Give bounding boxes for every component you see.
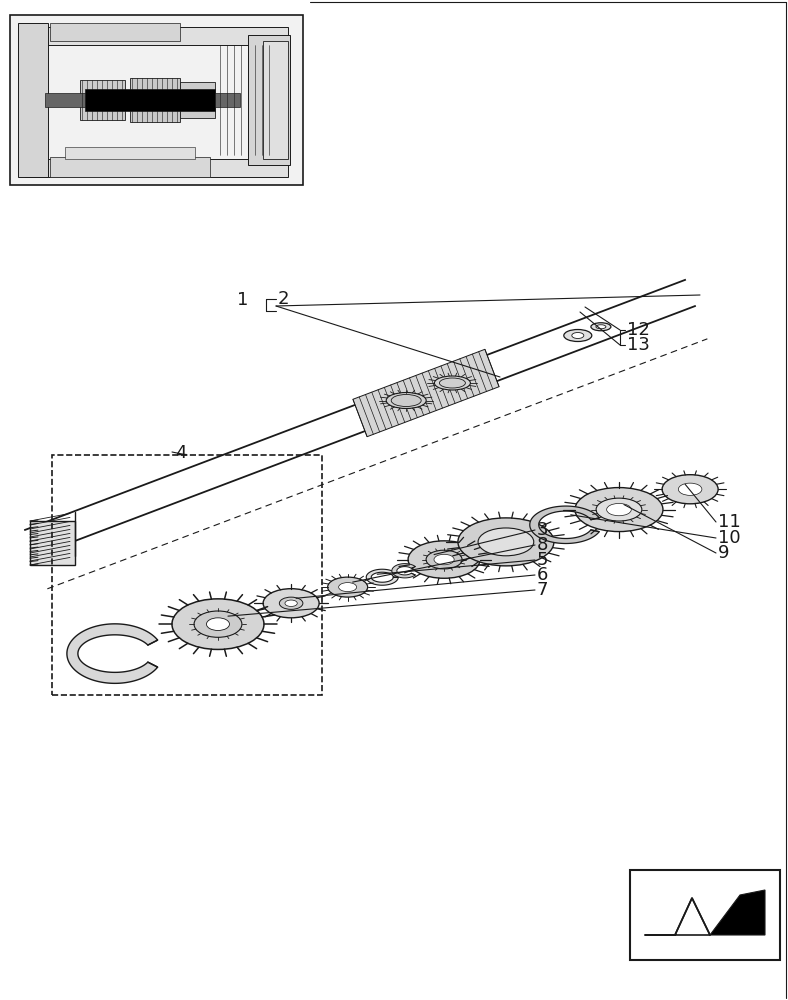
- Ellipse shape: [206, 618, 229, 630]
- Ellipse shape: [662, 475, 718, 504]
- Ellipse shape: [426, 550, 462, 569]
- Ellipse shape: [328, 577, 368, 597]
- Text: 2: 2: [278, 290, 289, 308]
- Ellipse shape: [575, 488, 663, 532]
- Ellipse shape: [434, 376, 470, 390]
- Ellipse shape: [285, 600, 297, 606]
- Bar: [52, 455, 322, 695]
- Ellipse shape: [391, 394, 422, 406]
- Polygon shape: [67, 624, 158, 683]
- Ellipse shape: [408, 541, 480, 578]
- Bar: [25, 159, 288, 177]
- Bar: [50, 157, 210, 177]
- Ellipse shape: [596, 498, 642, 521]
- Bar: [65, 147, 195, 159]
- Bar: [180, 82, 215, 118]
- Bar: [50, 23, 180, 41]
- Ellipse shape: [478, 528, 533, 556]
- Text: 10: 10: [718, 529, 741, 547]
- Bar: [85, 89, 215, 111]
- Text: 4: 4: [175, 444, 187, 462]
- Bar: [630, 870, 780, 960]
- Ellipse shape: [678, 483, 702, 495]
- Bar: [80, 80, 125, 120]
- Ellipse shape: [172, 599, 264, 649]
- Ellipse shape: [607, 503, 631, 516]
- Ellipse shape: [434, 554, 454, 565]
- Bar: [18, 23, 48, 177]
- Bar: [30, 521, 75, 565]
- Ellipse shape: [440, 378, 466, 388]
- Bar: [210, 93, 240, 107]
- Bar: [25, 27, 288, 45]
- Text: 11: 11: [718, 513, 741, 531]
- Text: 6: 6: [537, 566, 548, 584]
- Text: 9: 9: [718, 544, 730, 562]
- Ellipse shape: [563, 330, 592, 342]
- Polygon shape: [392, 564, 415, 578]
- Text: 1: 1: [236, 291, 248, 309]
- Polygon shape: [645, 898, 710, 935]
- Text: 13: 13: [627, 336, 650, 354]
- Text: 12: 12: [627, 321, 650, 339]
- Polygon shape: [710, 890, 765, 935]
- Polygon shape: [353, 349, 499, 437]
- Polygon shape: [530, 506, 599, 543]
- Ellipse shape: [263, 589, 319, 618]
- Ellipse shape: [386, 392, 426, 408]
- Text: 3: 3: [537, 521, 548, 539]
- Ellipse shape: [194, 611, 242, 637]
- Text: 5: 5: [537, 551, 548, 569]
- Bar: [45, 93, 87, 107]
- Bar: [130, 78, 180, 122]
- Ellipse shape: [596, 325, 606, 329]
- Bar: [248, 35, 290, 165]
- Ellipse shape: [458, 518, 554, 566]
- Bar: [10, 15, 303, 185]
- Ellipse shape: [591, 323, 611, 331]
- Ellipse shape: [572, 332, 584, 338]
- Polygon shape: [366, 569, 398, 585]
- Ellipse shape: [280, 597, 303, 609]
- Ellipse shape: [339, 583, 357, 592]
- Bar: [263, 41, 288, 159]
- Text: 7: 7: [537, 581, 548, 599]
- Text: 8: 8: [537, 536, 548, 554]
